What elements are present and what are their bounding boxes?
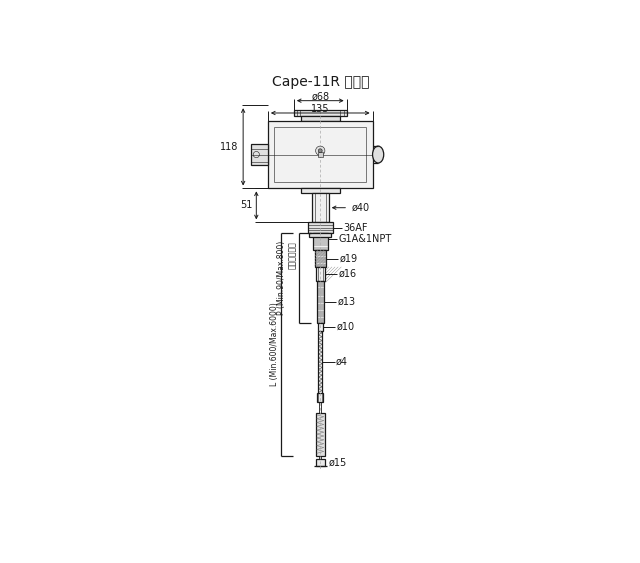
Text: 135: 135 <box>311 104 330 114</box>
Text: ø40: ø40 <box>352 203 370 213</box>
Bar <box>309 233 331 237</box>
Bar <box>308 222 333 233</box>
Bar <box>316 267 324 281</box>
Bar <box>301 116 340 120</box>
Text: ø4: ø4 <box>336 357 348 367</box>
Text: ø15: ø15 <box>328 458 347 467</box>
Bar <box>318 152 323 157</box>
Text: P (Min.90/Max.800)
大于壁厂尺寸: P (Min.90/Max.800) 大于壁厂尺寸 <box>276 241 296 315</box>
Bar <box>316 413 324 455</box>
Bar <box>312 193 329 222</box>
Bar <box>294 110 347 116</box>
Text: 36AF: 36AF <box>344 223 368 233</box>
Text: G1A&1NPT: G1A&1NPT <box>339 234 392 244</box>
Text: ø13: ø13 <box>338 297 356 307</box>
Bar <box>316 459 324 466</box>
Circle shape <box>316 146 325 155</box>
Text: 51: 51 <box>240 200 252 211</box>
Bar <box>312 233 328 250</box>
Bar <box>317 281 324 323</box>
Text: Cape-11R 绥绳型: Cape-11R 绥绳型 <box>271 75 369 90</box>
Circle shape <box>318 149 322 153</box>
Text: 118: 118 <box>220 142 239 152</box>
Text: ø68: ø68 <box>311 92 330 102</box>
Text: ø10: ø10 <box>337 322 355 332</box>
Ellipse shape <box>372 146 384 163</box>
Text: ø16: ø16 <box>339 269 356 279</box>
Text: ø19: ø19 <box>340 253 358 263</box>
Bar <box>251 144 268 166</box>
Bar <box>301 189 340 193</box>
Text: L (Min.600/Max.6000): L (Min.600/Max.6000) <box>270 302 279 386</box>
Bar <box>315 250 326 267</box>
Bar <box>317 323 323 331</box>
Bar <box>317 392 323 402</box>
Bar <box>268 120 372 189</box>
